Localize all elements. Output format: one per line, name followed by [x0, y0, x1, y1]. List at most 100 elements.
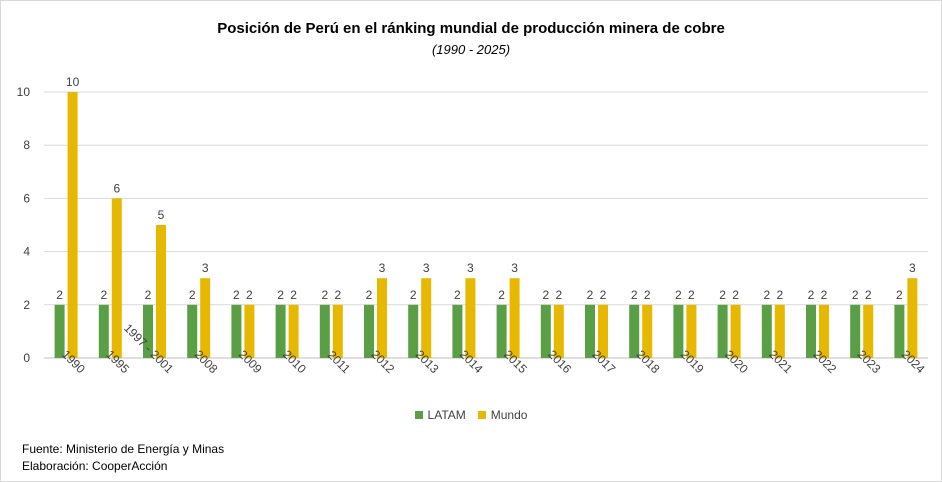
- x-tick-label: 2016: [545, 347, 574, 376]
- data-label-mundo: 3: [202, 261, 209, 275]
- data-label-latam: 2: [808, 288, 815, 302]
- bar-mundo: [465, 278, 476, 358]
- legend-item-latam: LATAM: [414, 408, 466, 422]
- x-tick-label: 2015: [501, 347, 530, 376]
- bar-latam: [319, 304, 330, 358]
- x-tick-label: 2013: [413, 347, 442, 376]
- bar-latam: [629, 304, 640, 358]
- bar-mundo: [509, 278, 520, 358]
- data-label-latam: 2: [56, 288, 63, 302]
- data-label-mundo: 2: [334, 288, 341, 302]
- data-label-latam: 2: [542, 288, 549, 302]
- x-tick-label: 2009: [236, 347, 265, 376]
- chart-notes: Fuente: Ministerio de Energía y Minas El…: [22, 441, 224, 475]
- bar-mundo: [67, 92, 78, 358]
- bar-latam: [231, 304, 242, 358]
- data-label-mundo: 2: [600, 288, 607, 302]
- bar-mundo: [819, 304, 829, 358]
- data-label-mundo: 2: [732, 288, 739, 302]
- data-label-mundo: 2: [644, 288, 651, 302]
- data-label-mundo: 10: [66, 75, 80, 89]
- bar-latam: [850, 304, 861, 358]
- data-label-latam: 2: [410, 288, 417, 302]
- data-label-mundo: 2: [776, 288, 783, 302]
- y-tick-label: 6: [23, 191, 30, 205]
- bar-mundo: [598, 304, 608, 358]
- chart-title: Posición de Perú en el ránking mundial d…: [217, 20, 725, 37]
- data-label-latam: 2: [896, 288, 903, 302]
- y-tick-label: 2: [23, 298, 30, 312]
- data-label-latam: 2: [454, 288, 461, 302]
- bar-latam: [275, 304, 286, 358]
- bar-mundo: [244, 304, 255, 358]
- x-tick-label: 1995: [103, 347, 132, 376]
- data-label-mundo: 2: [555, 288, 562, 302]
- legend-label-mundo: Mundo: [490, 408, 528, 422]
- data-label-latam: 2: [763, 288, 770, 302]
- source-note: Fuente: Ministerio de Energía y Minas: [22, 442, 225, 456]
- data-label-latam: 2: [145, 288, 152, 302]
- data-label-latam: 2: [631, 288, 638, 302]
- bar-mundo: [774, 304, 785, 358]
- x-tick-label: 1990: [59, 347, 88, 376]
- x-tick-label: 2019: [678, 347, 707, 376]
- data-label-mundo: 3: [423, 261, 430, 275]
- x-tick-label: 2008: [192, 347, 221, 376]
- credit-note: Elaboración: CooperAcción: [22, 459, 168, 473]
- data-label-mundo: 3: [379, 261, 386, 275]
- bar-latam: [540, 304, 551, 358]
- data-label-latam: 2: [498, 288, 505, 302]
- bar-mundo: [288, 304, 299, 358]
- data-label-mundo: 2: [290, 288, 297, 302]
- bar-latam: [54, 304, 65, 358]
- bar-latam: [143, 304, 153, 358]
- bar-latam: [761, 304, 772, 358]
- x-tick-label: 2011: [325, 348, 353, 376]
- data-label-latam: 2: [675, 288, 682, 302]
- legend-label-latam: LATAM: [427, 408, 466, 422]
- bar-latam: [496, 304, 507, 358]
- x-tick-label: 2020: [722, 347, 751, 376]
- data-label-mundo: 3: [909, 261, 916, 275]
- bar-mundo: [111, 198, 122, 358]
- data-label-mundo: 2: [246, 288, 253, 302]
- data-label-latam: 2: [852, 288, 859, 302]
- bar-mundo: [421, 278, 432, 358]
- bar-latam: [364, 304, 374, 358]
- legend-swatch-mundo: [477, 411, 486, 419]
- x-tick-label: 2017: [589, 347, 618, 376]
- y-tick-label: 8: [23, 138, 30, 152]
- bar-mundo: [730, 304, 741, 358]
- legend-item-mundo: Mundo: [477, 408, 528, 422]
- bar-mundo: [907, 278, 918, 358]
- data-label-mundo: 3: [467, 261, 474, 275]
- bar-latam: [673, 304, 684, 358]
- legend-swatch-latam: [414, 411, 423, 419]
- data-label-latam: 2: [587, 288, 594, 302]
- data-label-mundo: 5: [158, 208, 165, 222]
- bar-mundo: [332, 304, 343, 358]
- x-tick-label: 2012: [368, 347, 397, 376]
- data-label-mundo: 2: [821, 288, 828, 302]
- data-label-mundo: 2: [688, 288, 695, 302]
- x-tick-label: 2021: [766, 347, 795, 376]
- bar-mundo: [200, 278, 211, 358]
- bar-latam: [717, 304, 728, 358]
- bar-mundo: [863, 304, 874, 358]
- x-tick-label: 2022: [810, 347, 839, 376]
- bar-mundo: [642, 304, 653, 358]
- bar-latam: [894, 304, 905, 358]
- bar-mundo: [553, 304, 564, 358]
- bar-latam: [408, 304, 419, 358]
- x-tick-label: 2023: [855, 347, 884, 376]
- data-label-latam: 2: [233, 288, 240, 302]
- bar-mundo: [156, 225, 166, 358]
- bar-latam: [806, 304, 816, 358]
- data-label-mundo: 3: [511, 261, 518, 275]
- y-tick-label: 10: [17, 85, 31, 99]
- bar-mundo: [686, 304, 697, 358]
- y-tick-label: 0: [23, 351, 30, 365]
- chart-legend: LATAM Mundo: [0, 408, 942, 422]
- data-label-latam: 2: [366, 288, 373, 302]
